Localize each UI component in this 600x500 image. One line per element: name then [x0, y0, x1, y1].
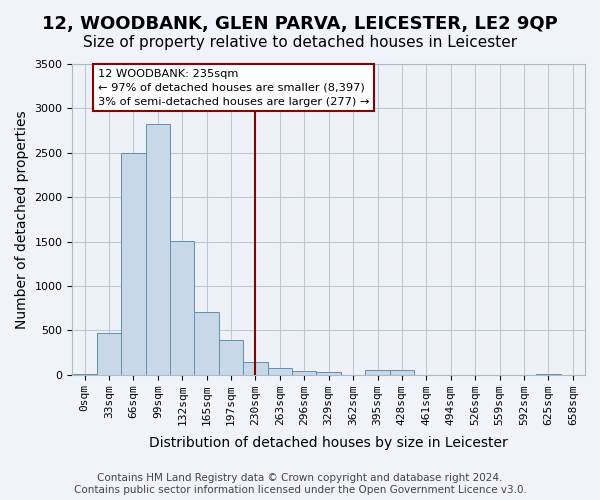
Bar — [97, 333, 121, 374]
Bar — [316, 372, 341, 374]
Bar — [121, 153, 146, 374]
Bar — [219, 340, 243, 374]
Bar — [146, 124, 170, 374]
Bar — [268, 368, 292, 374]
Bar — [365, 370, 390, 374]
Bar — [243, 362, 268, 374]
Bar — [170, 240, 194, 374]
Text: Size of property relative to detached houses in Leicester: Size of property relative to detached ho… — [83, 35, 517, 50]
Text: 12, WOODBANK, GLEN PARVA, LEICESTER, LE2 9QP: 12, WOODBANK, GLEN PARVA, LEICESTER, LE2… — [42, 15, 558, 33]
Bar — [390, 370, 414, 374]
Text: 12 WOODBANK: 235sqm
← 97% of detached houses are smaller (8,397)
3% of semi-deta: 12 WOODBANK: 235sqm ← 97% of detached ho… — [98, 68, 370, 106]
Text: Contains HM Land Registry data © Crown copyright and database right 2024.
Contai: Contains HM Land Registry data © Crown c… — [74, 474, 526, 495]
Bar — [292, 371, 316, 374]
Bar — [194, 312, 219, 374]
X-axis label: Distribution of detached houses by size in Leicester: Distribution of detached houses by size … — [149, 436, 508, 450]
Y-axis label: Number of detached properties: Number of detached properties — [15, 110, 29, 328]
